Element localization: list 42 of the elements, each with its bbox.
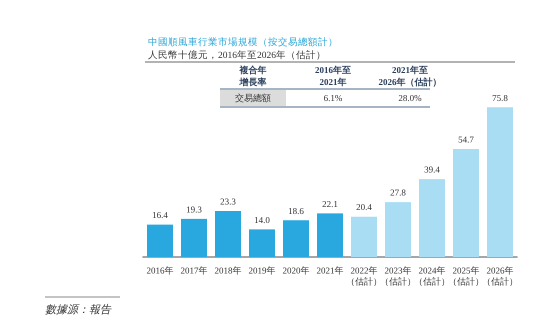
text: 2016年至2021年 xyxy=(315,65,351,87)
text: 2021年至2026年（估計） xyxy=(378,65,442,87)
data-label: 14.0 xyxy=(254,214,270,225)
data-label: 20.4 xyxy=(356,202,372,212)
bar xyxy=(283,220,309,257)
chart-title: 中國順風車行業市場規模（按交易總額計） xyxy=(148,36,338,48)
data-label: 54.7 xyxy=(458,134,474,144)
bar xyxy=(215,210,241,257)
x-tick-label: 2022年（估計） xyxy=(346,266,382,286)
x-tick-label: 2016年 xyxy=(146,266,174,276)
bar xyxy=(385,202,411,257)
x-tick-label: 2019年 xyxy=(248,266,276,276)
text: 交易總額 xyxy=(235,93,271,103)
data-label: 19.3 xyxy=(186,204,202,214)
bar xyxy=(351,216,377,257)
x-tick-label: 2023年（估計） xyxy=(380,266,416,286)
data-label: 75.8 xyxy=(492,92,508,103)
x-tick-label: 2017年 xyxy=(180,266,208,276)
bar xyxy=(317,213,343,257)
bar xyxy=(147,224,173,257)
text: 28.0% xyxy=(398,93,422,103)
bar xyxy=(181,218,207,257)
chart-subtitle: 人民幣十億元，2016年至2026年（估計） xyxy=(148,49,326,61)
data-label: 39.4 xyxy=(424,164,440,175)
text: 複合年增長率 xyxy=(238,65,266,87)
bar xyxy=(419,179,445,257)
bar xyxy=(249,229,275,257)
bar xyxy=(487,107,513,257)
x-tick-label: 2021年 xyxy=(316,266,344,276)
data-label: 27.8 xyxy=(390,188,406,198)
x-tick-label: 2020年 xyxy=(282,266,310,276)
text: 數據源：報告 xyxy=(45,303,112,316)
data-label: 23.3 xyxy=(220,196,236,206)
x-tick-label: 2025年（估計） xyxy=(448,266,484,286)
x-tick-label: 2018年 xyxy=(214,266,242,276)
data-label: 16.4 xyxy=(152,210,168,220)
text: 6.1% xyxy=(324,93,343,103)
x-tick-label: 2024年（估計） xyxy=(414,266,450,286)
x-tick-label: 2026年（估計） xyxy=(482,266,518,286)
data-label: 22.1 xyxy=(322,198,338,209)
data-label: 18.6 xyxy=(288,206,304,216)
bar xyxy=(453,148,479,257)
